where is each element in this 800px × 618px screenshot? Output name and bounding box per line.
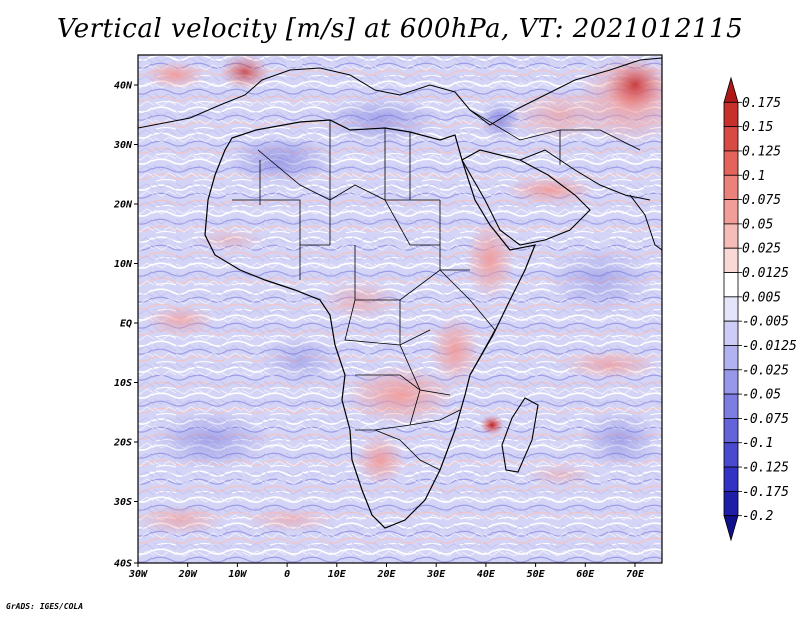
colorbar-label: 0.125 bbox=[742, 144, 781, 159]
coastline-madagascar bbox=[501, 397, 539, 473]
lon-tick-label: 40E bbox=[477, 569, 496, 580]
colorbar-swatch bbox=[723, 272, 739, 298]
colorbar-swatch bbox=[723, 393, 739, 419]
lat-tick-label: EQ bbox=[120, 319, 132, 330]
colorbar-swatch bbox=[723, 76, 739, 103]
lon-tick-label: 30E bbox=[426, 569, 446, 580]
lat-tick-label: 40N bbox=[114, 81, 133, 92]
colorbar-label: -0.175 bbox=[742, 485, 789, 500]
lat-tick-label: 10N bbox=[114, 259, 133, 270]
lon-tick-label: 10W bbox=[228, 569, 247, 580]
lon-tick-label: 60E bbox=[576, 569, 595, 580]
lat-tick-label: 30S bbox=[113, 497, 132, 508]
country-borders bbox=[232, 109, 641, 471]
colorbar-swatch bbox=[723, 150, 739, 176]
lon-tick-label: 20E bbox=[376, 569, 396, 580]
colorbar-swatch bbox=[723, 345, 739, 371]
lat-tick-label: 10S bbox=[114, 378, 132, 389]
colorbar-label: -0.0125 bbox=[742, 339, 797, 354]
colorbar-swatch bbox=[723, 466, 739, 492]
vertical-velocity-field bbox=[138, 55, 662, 563]
colorbar-label: 0.005 bbox=[742, 290, 781, 305]
coastline-arabia bbox=[461, 149, 591, 246]
coastline-europe bbox=[138, 57, 662, 129]
colorbar-label: -0.075 bbox=[742, 412, 789, 427]
colorbar-label: 0.025 bbox=[742, 242, 781, 257]
lon-tick-label: 30W bbox=[128, 569, 148, 580]
colorbar-label: -0.025 bbox=[742, 363, 789, 378]
colorbar-swatch bbox=[723, 101, 739, 128]
colorbar-swatch bbox=[723, 418, 739, 444]
colorbar-label: -0.1 bbox=[742, 436, 773, 451]
lat-tick-label: 20N bbox=[113, 200, 133, 211]
colorbar-label: 0.175 bbox=[742, 96, 781, 111]
colorbar-label: 0.075 bbox=[742, 193, 781, 208]
lat-tick-label: 30N bbox=[113, 140, 133, 151]
lon-tick-label: 0 bbox=[284, 569, 290, 580]
colorbar-label: -0.005 bbox=[742, 315, 789, 330]
colorbar-swatch bbox=[723, 490, 739, 517]
colorbar-swatch bbox=[723, 515, 739, 542]
map-title: Vertical velocity [m/s] at 600hPa, VT: 2… bbox=[56, 14, 744, 44]
colorbar: 0.175 0.15 0.125 0.1 0.075 0.05 0.025 0.0125 0.0… bbox=[723, 76, 797, 542]
colorbar-swatch bbox=[723, 199, 739, 225]
colorbar-swatch bbox=[723, 247, 739, 273]
colorbar-label: -0.05 bbox=[742, 388, 781, 403]
lon-tick-label: 20W bbox=[178, 569, 198, 580]
latitude-axis: 40N 30N 20N 10N EQ 10S 20S 30S 40S bbox=[113, 81, 138, 570]
lon-tick-label: 10E bbox=[328, 569, 347, 580]
colorbar-swatch bbox=[723, 174, 739, 200]
colorbar-swatch bbox=[723, 320, 739, 346]
lon-tick-label: 50E bbox=[527, 569, 546, 580]
colorbar-label: 0.0125 bbox=[742, 266, 789, 281]
colorbar-swatch bbox=[723, 223, 739, 249]
lon-tick-label: 70E bbox=[626, 569, 645, 580]
colorbar-swatch bbox=[723, 296, 739, 322]
lat-tick-label: 20S bbox=[113, 438, 132, 449]
lat-tick-label: 40S bbox=[114, 559, 132, 570]
colorbar-swatch bbox=[723, 442, 739, 468]
grads-credit: GrADS: IGES/COLA bbox=[6, 602, 84, 611]
colorbar-label: 0.05 bbox=[742, 217, 773, 232]
colorbar-label: -0.2 bbox=[742, 509, 773, 524]
map-frame bbox=[137, 54, 663, 564]
colorbar-swatch bbox=[723, 126, 739, 152]
colorbar-label: 0.15 bbox=[742, 120, 773, 135]
coastline-africa bbox=[204, 119, 536, 529]
colorbar-swatch bbox=[723, 369, 739, 395]
colorbar-label: 0.1 bbox=[742, 169, 765, 184]
colorbar-label: -0.125 bbox=[742, 461, 789, 476]
longitude-axis: 30W 20W 10W 0 10E 20E 30E 40E 50E 60E 70E bbox=[128, 563, 645, 580]
